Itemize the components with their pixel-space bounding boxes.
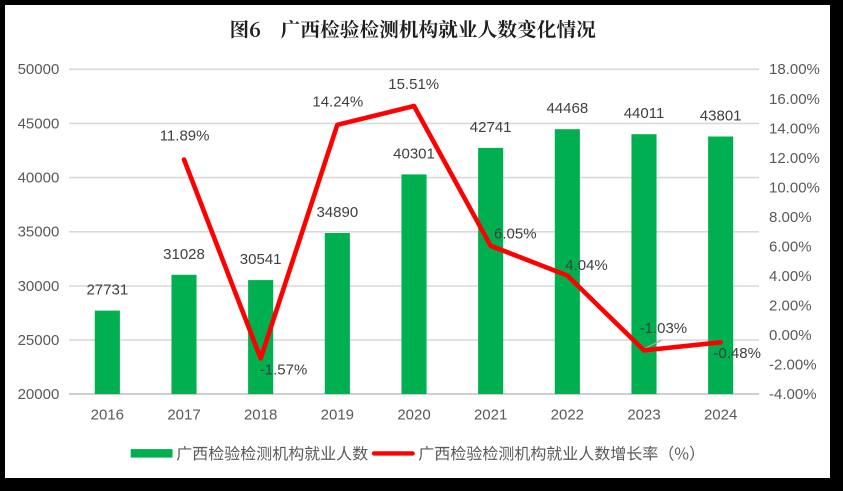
svg-text:4.00%: 4.00%: [769, 268, 812, 285]
svg-text:20000: 20000: [18, 386, 60, 403]
svg-text:2024: 2024: [704, 406, 737, 423]
svg-text:2016: 2016: [91, 406, 124, 423]
svg-text:18.00%: 18.00%: [769, 61, 820, 78]
svg-text:30541: 30541: [240, 251, 282, 268]
svg-text:16.00%: 16.00%: [769, 91, 820, 108]
svg-text:2021: 2021: [474, 406, 507, 423]
svg-text:2023: 2023: [627, 406, 660, 423]
svg-text:44011: 44011: [624, 105, 665, 122]
svg-text:10.00%: 10.00%: [769, 179, 820, 196]
svg-text:6.00%: 6.00%: [769, 239, 812, 256]
svg-text:0.00%: 0.00%: [769, 327, 812, 344]
svg-text:14.24%: 14.24%: [312, 94, 363, 111]
svg-text:2022: 2022: [551, 406, 584, 423]
svg-text:-1.57%: -1.57%: [260, 361, 308, 378]
svg-text:14.00%: 14.00%: [769, 120, 820, 137]
svg-text:30000: 30000: [18, 278, 60, 295]
svg-text:2020: 2020: [397, 406, 430, 423]
svg-text:-4.00%: -4.00%: [769, 386, 817, 403]
svg-text:4.04%: 4.04%: [565, 257, 608, 274]
svg-text:-0.48%: -0.48%: [713, 345, 761, 362]
svg-text:35000: 35000: [18, 224, 60, 241]
svg-text:15.51%: 15.51%: [388, 76, 439, 93]
svg-text:40000: 40000: [18, 170, 60, 187]
svg-text:6.05%: 6.05%: [494, 225, 537, 242]
svg-text:2019: 2019: [321, 406, 354, 423]
svg-text:25000: 25000: [18, 332, 60, 349]
svg-text:44468: 44468: [546, 100, 588, 117]
svg-text:11.89%: 11.89%: [160, 127, 210, 144]
svg-text:2.00%: 2.00%: [769, 298, 812, 315]
svg-text:42741: 42741: [470, 119, 512, 136]
svg-text:8.00%: 8.00%: [769, 209, 812, 226]
svg-text:-1.03%: -1.03%: [640, 320, 688, 337]
svg-text:43801: 43801: [700, 108, 742, 125]
svg-text:12.00%: 12.00%: [769, 150, 820, 167]
svg-text:31028: 31028: [163, 246, 205, 263]
svg-text:45000: 45000: [18, 115, 60, 132]
svg-text:34890: 34890: [316, 204, 358, 221]
svg-text:40301: 40301: [393, 145, 435, 162]
svg-text:2018: 2018: [244, 406, 277, 423]
svg-text:50000: 50000: [18, 61, 60, 78]
svg-text:-2.00%: -2.00%: [769, 357, 817, 374]
svg-text:2017: 2017: [167, 406, 200, 423]
svg-text:27731: 27731: [86, 282, 128, 299]
